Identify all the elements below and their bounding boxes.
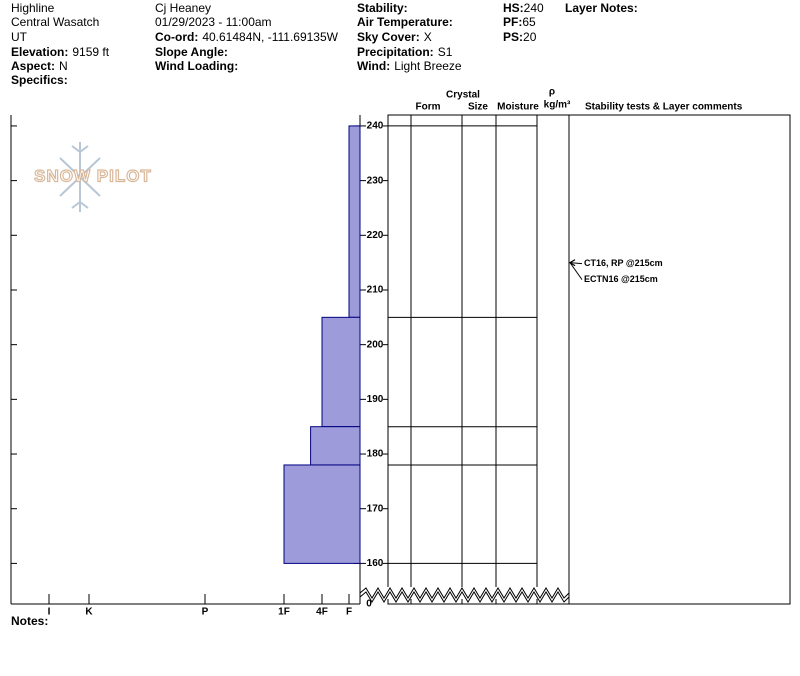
field-label: Aspect: xyxy=(11,59,55,73)
column-header: Stability tests & Layer comments xyxy=(585,102,743,113)
header: Highline Central Wasatch UT Elevation: 91… xyxy=(11,1,638,87)
datetime: 01/29/2023 - 11:00am xyxy=(155,15,272,29)
column-header: Moisture xyxy=(497,102,539,113)
field: HS:240 xyxy=(503,1,544,15)
axis-break xyxy=(359,587,570,599)
snowflake-tip xyxy=(71,145,89,154)
y-tick-label: 230 xyxy=(367,175,384,186)
field-label: Specifics: xyxy=(11,73,68,87)
field-label: Air Temperature: xyxy=(357,15,453,29)
state: UT xyxy=(11,30,28,44)
field-value: S1 xyxy=(438,45,453,59)
logo: SNOW PILOT xyxy=(34,142,152,212)
field-value: 40.61484N, -111.69135W xyxy=(202,30,338,44)
range: Central Wasatch xyxy=(11,15,99,29)
y-tick-label: 0 xyxy=(366,599,372,610)
test-label: ECTN16 @215cm xyxy=(584,274,658,284)
column-headers: Crystal Form Size Moisture ρ kg/m³ Stabi… xyxy=(416,87,743,113)
column-header: Crystal xyxy=(446,90,480,101)
x-tick-label: 4F xyxy=(316,607,328,618)
field-label: Layer Notes: xyxy=(565,1,638,15)
site: Highline xyxy=(11,1,55,15)
y-tick-label: 200 xyxy=(367,339,384,350)
field-value: 240 xyxy=(524,1,544,15)
field: Precipitation: S1 xyxy=(357,45,453,59)
test-label: CT16, RP @215cm xyxy=(584,258,663,268)
field-label: PF: xyxy=(503,15,522,29)
x-tick-label: F xyxy=(346,607,352,618)
y-tick-label: 190 xyxy=(367,394,384,405)
x-tick-label: 1F xyxy=(278,607,290,618)
hardness-layer xyxy=(283,464,361,564)
field: Elevation: 9159 ft xyxy=(11,45,110,59)
field-label: Co-ord: xyxy=(155,30,198,44)
field-label: Slope Angle: xyxy=(155,45,228,59)
field: Aspect: N xyxy=(11,59,68,73)
y-tick-label: 160 xyxy=(367,558,384,569)
field-label: PS: xyxy=(503,30,523,44)
field-value: Light Breeze xyxy=(394,59,462,73)
field-label: Wind: xyxy=(357,59,390,73)
snowflake-arm xyxy=(59,157,101,197)
logo-text: SNOW PILOT xyxy=(34,166,152,185)
hardness-layer xyxy=(348,125,361,318)
field-label: Precipitation: xyxy=(357,45,434,59)
field-label: Sky Cover: xyxy=(357,30,420,44)
column-header: ρ xyxy=(549,87,555,98)
x-tick-label: I xyxy=(48,607,51,618)
x-tick-label: K xyxy=(85,607,93,618)
axis-break xyxy=(359,591,570,603)
field-label: HS: xyxy=(503,1,524,15)
field-value: N xyxy=(59,59,68,73)
field: Sky Cover: X xyxy=(357,30,432,44)
field-label: Stability: xyxy=(357,1,408,15)
hardness-layer xyxy=(310,426,361,466)
field: Co-ord: 40.61484N, -111.69135W xyxy=(155,30,339,44)
field-value: 65 xyxy=(522,15,536,29)
y-tick-label: 210 xyxy=(367,285,384,296)
y-tick-label: 180 xyxy=(367,449,384,460)
test-arrow xyxy=(569,262,583,265)
field-value: 20 xyxy=(523,30,537,44)
snowflake-tip xyxy=(71,200,89,209)
column-header: kg/m³ xyxy=(544,100,571,111)
field-label: Wind Loading: xyxy=(155,59,238,73)
y-tick-label: 170 xyxy=(367,503,384,514)
notes-label: Notes: xyxy=(11,614,48,628)
table-frame xyxy=(387,114,791,605)
field: PS:20 xyxy=(503,30,537,44)
column-header: Form xyxy=(416,102,441,113)
field: PF:65 xyxy=(503,15,536,29)
test-arrow xyxy=(569,262,583,280)
field: Wind: Light Breeze xyxy=(357,59,462,73)
frames xyxy=(10,114,791,605)
field-value: X xyxy=(424,30,432,44)
hardness-layer xyxy=(321,316,361,428)
column-header: Size xyxy=(468,102,488,113)
observer: Cj Heaney xyxy=(155,1,211,15)
y-tick-label: 240 xyxy=(367,121,384,132)
field-label: Elevation: xyxy=(11,45,68,59)
y-tick-label: 220 xyxy=(367,230,384,241)
arrow-head xyxy=(569,259,576,267)
field-value: 9159 ft xyxy=(72,45,109,59)
x-tick-label: P xyxy=(202,607,209,618)
